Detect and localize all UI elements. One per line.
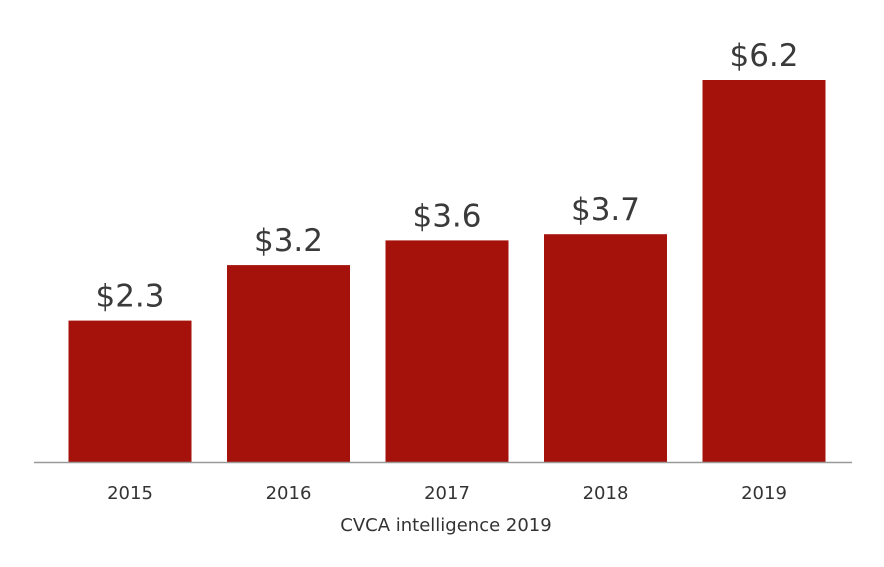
tick-label-2015: 2015 — [107, 483, 153, 504]
tick-labels-group: 2015 2016 2017 2018 2019 — [107, 483, 787, 504]
tick-label-2016: 2016 — [266, 483, 312, 504]
value-label-2018: $3.7 — [571, 192, 640, 228]
value-label-2015: $2.3 — [95, 279, 164, 315]
tick-label-2019: 2019 — [741, 483, 787, 504]
bar-2018 — [544, 234, 667, 463]
tick-label-2017: 2017 — [424, 483, 470, 504]
value-label-2017: $3.6 — [412, 198, 481, 234]
bar-2017 — [385, 240, 509, 463]
value-label-2019: $6.2 — [729, 38, 798, 74]
bar-2019 — [702, 80, 826, 463]
tick-label-2018: 2018 — [583, 483, 629, 504]
value-label-2016: $3.2 — [254, 223, 323, 259]
x-axis-caption: CVCA intelligence 2019 — [340, 515, 551, 536]
bar-2015 — [68, 320, 192, 463]
value-labels-group: $2.3 $3.2 $3.6 $3.7 $6.2 — [95, 38, 798, 315]
bar-2016 — [227, 265, 350, 463]
bars-group — [68, 80, 826, 463]
